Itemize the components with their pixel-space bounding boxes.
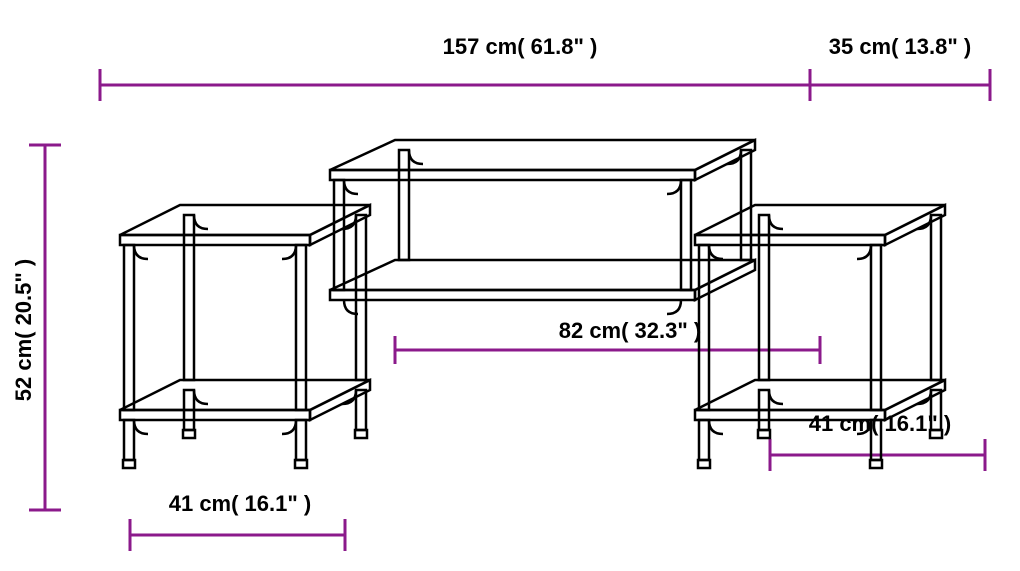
dim-left-height-label: 52 cm( 20.5" ) [11, 259, 36, 402]
dim-top-width: 157 cm( 61.8" ) [100, 34, 810, 101]
dim-top-depth-label: 35 cm( 13.8" ) [829, 34, 972, 59]
dim-bot-left-label: 41 cm( 16.1" ) [169, 491, 312, 516]
dim-mid-width: 82 cm( 32.3" ) [395, 318, 820, 364]
dim-top-depth: 35 cm( 13.8" ) [810, 34, 990, 101]
dim-left-height: 52 cm( 20.5" ) [11, 145, 61, 510]
dim-top-width-label: 157 cm( 61.8" ) [443, 34, 598, 59]
dim-bot-left: 41 cm( 16.1" ) [130, 491, 345, 551]
left-unit [120, 205, 370, 468]
center-unit [330, 140, 755, 314]
dimension-diagram: 157 cm( 61.8" ) 35 cm( 13.8" ) 52 cm( 20.5… [0, 0, 1020, 571]
dim-mid-width-label: 82 cm( 32.3" ) [559, 318, 702, 343]
